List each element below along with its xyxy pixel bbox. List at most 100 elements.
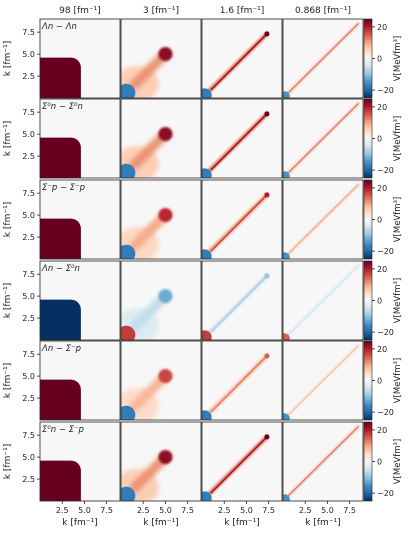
y-axis-title: k [fm⁻¹] [3,202,13,237]
diagonal-spot [264,192,270,198]
colorbar-5: 20 0 −20 V[MeVfm³] [363,421,403,502]
y-tick-label: 7.5 [22,431,35,440]
low-k-blob [40,137,81,178]
colorbar-tick-label: 0 [377,135,382,144]
panel-frame [282,18,364,99]
corner-spot [283,91,290,98]
low-k-blob [40,57,81,98]
y-tick-label: 5.0 [22,211,35,220]
diagonal-band [129,49,171,90]
diagonal-spot [158,369,173,384]
diagonal-spot [158,289,173,304]
x-tick-label: 2.5 [56,506,69,515]
low-k-blob [40,460,81,501]
y-tick-label: 5.0 [22,292,35,301]
panel-frame [282,340,364,421]
diagonal-ridge [210,355,268,413]
corner-spot [283,494,290,501]
colorbar-tick-label: 0 [377,297,382,306]
x-tick-label: 5.0 [159,506,172,515]
corner-spot [283,333,290,340]
x-tick-label: 5.0 [78,506,91,515]
diagonal-spot [158,47,173,62]
diagonal-spot [264,273,270,279]
x-axis-title-1: k [fm⁻¹] [143,518,178,528]
y-tick-label: 7.5 [22,28,35,37]
diagonal-spot [158,127,173,142]
diagonal-ridge [210,194,268,252]
low-k-blob [40,379,81,420]
colorbar-gradient [363,260,373,341]
column-title-2: 1.6 [fm⁻¹] [220,6,265,16]
panel-r5-c1: 2.5 5.0 7.5 [120,421,202,515]
colorbar-tick-label: 20 [377,426,387,435]
panel-r4-c2 [201,340,283,421]
colorbar-gradient [363,179,373,260]
panel-r4-c3 [282,340,364,421]
corner-spot [283,413,290,420]
panel-frame [201,421,283,502]
y-tick-label: 2.5 [22,394,35,403]
diagonal-ridge [210,33,268,91]
row-label-2: Σ⁻p − Σ⁻p [42,183,85,193]
corner-spot [202,410,212,420]
panel-frame [120,18,202,99]
colorbar-gradient [363,340,373,421]
panel-r1-c0: 2.5 5.0 7.5 [22,98,121,179]
colorbar-tick-label: −20 [377,166,394,175]
corner-spot [121,486,136,501]
x-tick-label: 7.5 [262,506,275,515]
colorbar-0: 20 0 −20 V[MeVfm³] [363,18,403,99]
panel-frame [39,260,121,341]
panel-frame [201,98,283,179]
x-axis-title-0: k [fm⁻¹] [62,518,97,528]
corner-spot [121,325,136,340]
low-k-blob [40,218,81,259]
y-tick-label: 7.5 [22,270,35,279]
corner-spot [202,330,212,340]
panel-r3-c2 [201,260,283,341]
corner-spot [121,405,136,420]
y-tick-label: 2.5 [22,233,35,242]
corner-spot [202,491,212,501]
diagonal-spot [264,434,270,440]
corner-spot [202,168,212,178]
diagonal-ridge [287,23,359,94]
panel-frame [120,98,202,179]
colorbar-3: 20 0 −20 V[MeVfm³] [363,260,403,341]
diagonal-ridge [210,113,268,171]
panel-frame [120,340,202,421]
panel-frame [282,98,364,179]
y-tick-label: 2.5 [22,72,35,81]
colorbar-tick-label: 20 [377,103,387,112]
colorbar-tick-label: 0 [377,216,382,225]
colorbar-label: V[MeVfm³] [393,439,403,485]
panel-frame [120,179,202,260]
diagonal-ridge [287,103,359,174]
y-tick-label: 5.0 [22,453,35,462]
row-label-5: Σ⁰n − Σ⁻p [42,425,84,435]
y-axis-title: k [fm⁻¹] [3,121,13,156]
corner-spot [121,163,136,178]
y-tick-label: 5.0 [22,50,35,59]
corner-spot [121,244,136,259]
diagonal-ridge [287,345,359,416]
x-tick-label: 2.5 [218,506,231,515]
panel-frame [39,18,121,99]
x-tick-label: 7.5 [181,506,194,515]
column-title-0: 98 [fm⁻¹] [59,6,101,16]
diagonal-ridge [287,426,359,497]
y-tick-label: 2.5 [22,314,35,323]
panel-r0-c3 [282,18,364,99]
panel-r0-c1 [120,18,202,99]
colorbar-label: V[MeVfm³] [393,36,403,82]
colorbar-2: 20 0 −20 V[MeVfm³] [363,179,403,260]
panel-r5-c2: 2.5 5.0 7.5 [201,421,283,515]
column-title-3: 0.868 [fm⁻¹] [295,6,351,16]
panel-frame [39,340,121,421]
row-label-0: Λn − Λn [41,22,77,32]
y-axis-title: k [fm⁻¹] [3,363,13,398]
y-tick-label: 5.0 [22,372,35,381]
panel-frame [201,260,283,341]
